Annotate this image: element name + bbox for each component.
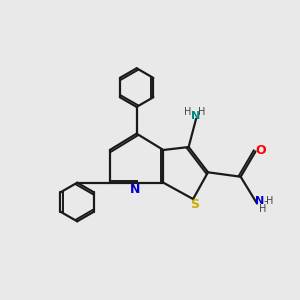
Text: H: H (259, 204, 266, 214)
Text: H: H (266, 196, 273, 206)
Text: S: S (190, 198, 199, 211)
Text: O: O (256, 143, 266, 157)
Text: H: H (198, 107, 205, 117)
Text: -: - (263, 196, 267, 206)
Text: N: N (191, 111, 200, 121)
Text: H: H (184, 107, 191, 117)
Text: N: N (130, 183, 140, 196)
Text: N: N (255, 196, 265, 206)
